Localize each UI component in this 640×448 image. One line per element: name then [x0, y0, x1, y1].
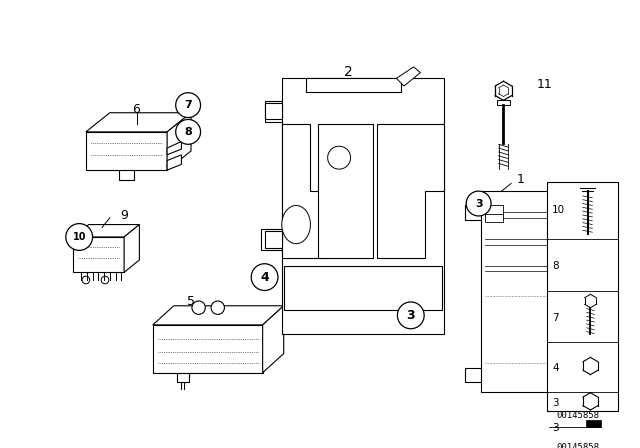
Text: 9: 9 — [120, 208, 128, 221]
Text: 8: 8 — [184, 127, 192, 137]
Polygon shape — [167, 142, 182, 155]
Circle shape — [328, 146, 351, 169]
Bar — [481, 191, 581, 392]
Text: 3: 3 — [552, 398, 559, 408]
Circle shape — [66, 224, 93, 250]
Text: 6: 6 — [132, 103, 140, 116]
Polygon shape — [318, 124, 372, 258]
Text: 1: 1 — [516, 173, 525, 186]
Polygon shape — [86, 132, 167, 170]
Polygon shape — [396, 67, 420, 86]
Bar — [584, 246, 593, 253]
Bar — [547, 181, 618, 411]
Text: 3: 3 — [406, 309, 415, 322]
Polygon shape — [282, 124, 330, 258]
Polygon shape — [153, 306, 284, 325]
Circle shape — [466, 191, 491, 216]
Ellipse shape — [282, 206, 310, 244]
Polygon shape — [167, 155, 182, 170]
Text: 2: 2 — [344, 65, 353, 79]
Text: 5: 5 — [187, 294, 195, 307]
Text: 3: 3 — [552, 423, 559, 433]
Polygon shape — [264, 103, 282, 120]
Text: 00145858: 00145858 — [557, 411, 600, 420]
Polygon shape — [74, 237, 124, 272]
Text: 00145858: 00145858 — [557, 443, 600, 448]
Bar — [284, 266, 442, 310]
Text: 4: 4 — [260, 271, 269, 284]
Polygon shape — [306, 78, 401, 92]
Text: 10: 10 — [72, 232, 86, 242]
Polygon shape — [378, 124, 444, 258]
Polygon shape — [86, 113, 191, 132]
Text: 3: 3 — [475, 198, 483, 208]
Circle shape — [251, 264, 278, 290]
Text: 8: 8 — [552, 261, 559, 271]
Circle shape — [586, 396, 595, 406]
Polygon shape — [74, 224, 140, 237]
Circle shape — [192, 301, 205, 314]
Text: 11: 11 — [537, 78, 552, 90]
Bar — [485, 206, 502, 217]
Text: 10: 10 — [552, 205, 565, 215]
Polygon shape — [549, 421, 601, 435]
Circle shape — [211, 301, 225, 314]
Polygon shape — [262, 306, 284, 373]
Bar — [579, 253, 602, 268]
Text: 7: 7 — [184, 100, 192, 110]
Polygon shape — [264, 231, 282, 249]
Polygon shape — [153, 325, 262, 373]
Bar — [485, 214, 502, 222]
Polygon shape — [167, 113, 191, 170]
Circle shape — [176, 120, 200, 144]
Circle shape — [586, 361, 595, 371]
Polygon shape — [282, 78, 444, 335]
Circle shape — [82, 276, 90, 284]
Polygon shape — [124, 224, 140, 272]
Circle shape — [101, 276, 109, 284]
Bar — [497, 100, 510, 105]
Circle shape — [176, 93, 200, 117]
Circle shape — [397, 302, 424, 329]
Text: 7: 7 — [552, 313, 559, 323]
Text: 4: 4 — [552, 363, 559, 373]
